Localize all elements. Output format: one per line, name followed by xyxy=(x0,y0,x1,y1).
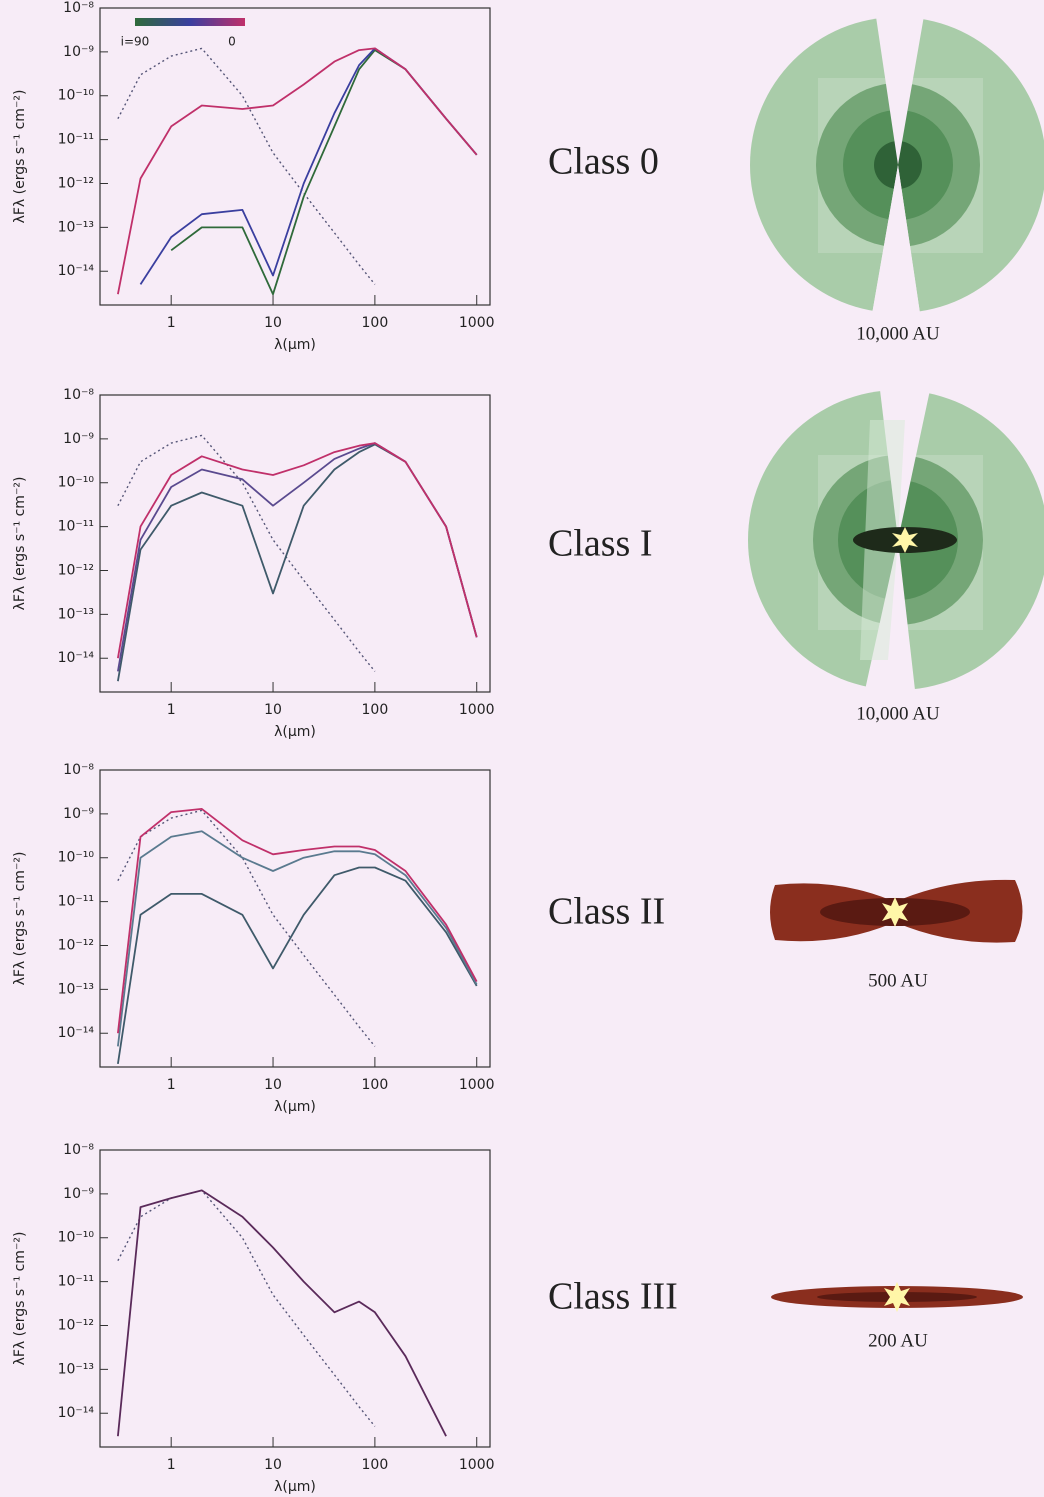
sed-line xyxy=(117,866,478,1065)
x-axis-label: λ(μm) xyxy=(274,724,316,740)
y-tick-label: 10⁻¹⁴ xyxy=(58,1025,95,1041)
class-label: Class III xyxy=(548,1276,678,1318)
y-tick-label: 10⁻¹⁰ xyxy=(58,850,95,866)
colorbar-label: i=90 xyxy=(121,35,150,49)
y-tick-label: 10⁻¹² xyxy=(58,937,94,953)
y-tick-label: 10⁻¹⁴ xyxy=(58,650,95,666)
sed-line xyxy=(117,808,478,1034)
sed-line xyxy=(117,1189,447,1437)
series-group xyxy=(117,808,478,1065)
sed-line xyxy=(170,49,478,296)
y-axis-label: λFλ (ergs s⁻¹ cm⁻²) xyxy=(12,477,28,611)
sed-line xyxy=(117,442,478,672)
colorbar-label: 0 xyxy=(228,35,236,49)
y-axis-label: λFλ (ergs s⁻¹ cm⁻²) xyxy=(12,852,28,986)
sed-line xyxy=(117,443,478,682)
class-i-schematic xyxy=(748,390,1044,690)
x-tick-label: 10 xyxy=(264,315,282,331)
scale-label: 10,000 AU xyxy=(856,323,940,344)
y-axis-label: λFλ (ergs s⁻¹ cm⁻²) xyxy=(12,90,28,224)
plot-frame xyxy=(99,394,491,693)
class-iii-schematic xyxy=(771,1282,1023,1312)
y-tick-label: 10⁻¹⁴ xyxy=(58,1405,95,1421)
sed-line xyxy=(117,47,376,285)
x-tick-label: 1 xyxy=(167,315,176,331)
sed-line xyxy=(117,809,376,1047)
y-tick-label: 10⁻⁹ xyxy=(63,44,94,60)
series-group xyxy=(117,47,478,296)
class-label: Class 0 xyxy=(548,141,659,183)
x-tick-label: 10 xyxy=(264,702,282,718)
x-tick-label: 1000 xyxy=(459,1457,495,1473)
class-0-schematic xyxy=(750,10,1044,320)
y-tick-label: 10⁻¹¹ xyxy=(58,894,94,910)
y-tick-label: 10⁻¹⁰ xyxy=(58,475,95,491)
y-tick-label: 10⁻⁸ xyxy=(63,762,94,778)
sed-line xyxy=(117,434,376,672)
x-axis-label: λ(μm) xyxy=(274,337,316,353)
y-tick-label: 10⁻¹² xyxy=(58,175,94,191)
x-axis-label: λ(μm) xyxy=(274,1099,316,1115)
x-tick-label: 100 xyxy=(362,315,389,331)
x-tick-label: 100 xyxy=(362,1457,389,1473)
x-tick-label: 1000 xyxy=(459,1077,495,1093)
x-tick-label: 10 xyxy=(264,1457,282,1473)
sed-line xyxy=(117,1189,376,1427)
scale-label: 10,000 AU xyxy=(856,703,940,724)
y-axis-label: λFλ (ergs s⁻¹ cm⁻²) xyxy=(12,1232,28,1366)
y-tick-label: 10⁻⁸ xyxy=(63,0,94,16)
class-label: Class II xyxy=(548,891,665,933)
plot-frame xyxy=(99,1149,491,1448)
y-tick-label: 10⁻¹³ xyxy=(58,606,94,622)
y-tick-label: 10⁻¹³ xyxy=(58,981,94,997)
y-tick-label: 10⁻¹⁴ xyxy=(58,263,95,279)
sed-line xyxy=(117,442,478,659)
y-tick-label: 10⁻¹¹ xyxy=(58,132,94,148)
colorbar xyxy=(135,18,245,26)
y-tick-label: 10⁻¹⁰ xyxy=(58,1230,95,1246)
y-tick-label: 10⁻¹¹ xyxy=(58,519,94,535)
scale-label: 200 AU xyxy=(868,1330,928,1351)
sed-line xyxy=(139,47,478,285)
y-tick-label: 10⁻¹² xyxy=(58,562,94,578)
class-ii-schematic xyxy=(770,879,1023,943)
plot-frame xyxy=(99,7,491,306)
y-tick-label: 10⁻¹⁰ xyxy=(58,88,95,104)
y-tick-label: 10⁻¹³ xyxy=(58,1361,94,1377)
x-tick-label: 1000 xyxy=(459,702,495,718)
y-tick-label: 10⁻⁸ xyxy=(63,1142,94,1158)
y-tick-label: 10⁻¹² xyxy=(58,1317,94,1333)
class-label: Class I xyxy=(548,523,653,565)
y-tick-label: 10⁻⁹ xyxy=(63,806,94,822)
y-tick-label: 10⁻¹³ xyxy=(58,219,94,235)
y-tick-label: 10⁻¹¹ xyxy=(58,1274,94,1290)
scale-label: 500 AU xyxy=(868,970,928,991)
x-tick-label: 1000 xyxy=(459,315,495,331)
x-tick-label: 10 xyxy=(264,1077,282,1093)
series-group xyxy=(117,1189,447,1437)
sed-line xyxy=(117,47,478,295)
series-group xyxy=(117,434,478,682)
sed-line xyxy=(117,830,478,1047)
x-axis-label: λ(μm) xyxy=(274,1479,316,1495)
y-tick-label: 10⁻⁹ xyxy=(63,431,94,447)
x-tick-label: 1 xyxy=(167,702,176,718)
x-tick-label: 1 xyxy=(167,1457,176,1473)
plot-frame xyxy=(99,769,491,1068)
y-tick-label: 10⁻⁹ xyxy=(63,1186,94,1202)
x-tick-label: 100 xyxy=(362,702,389,718)
y-tick-label: 10⁻⁸ xyxy=(63,387,94,403)
x-tick-label: 100 xyxy=(362,1077,389,1093)
x-tick-label: 1 xyxy=(167,1077,176,1093)
